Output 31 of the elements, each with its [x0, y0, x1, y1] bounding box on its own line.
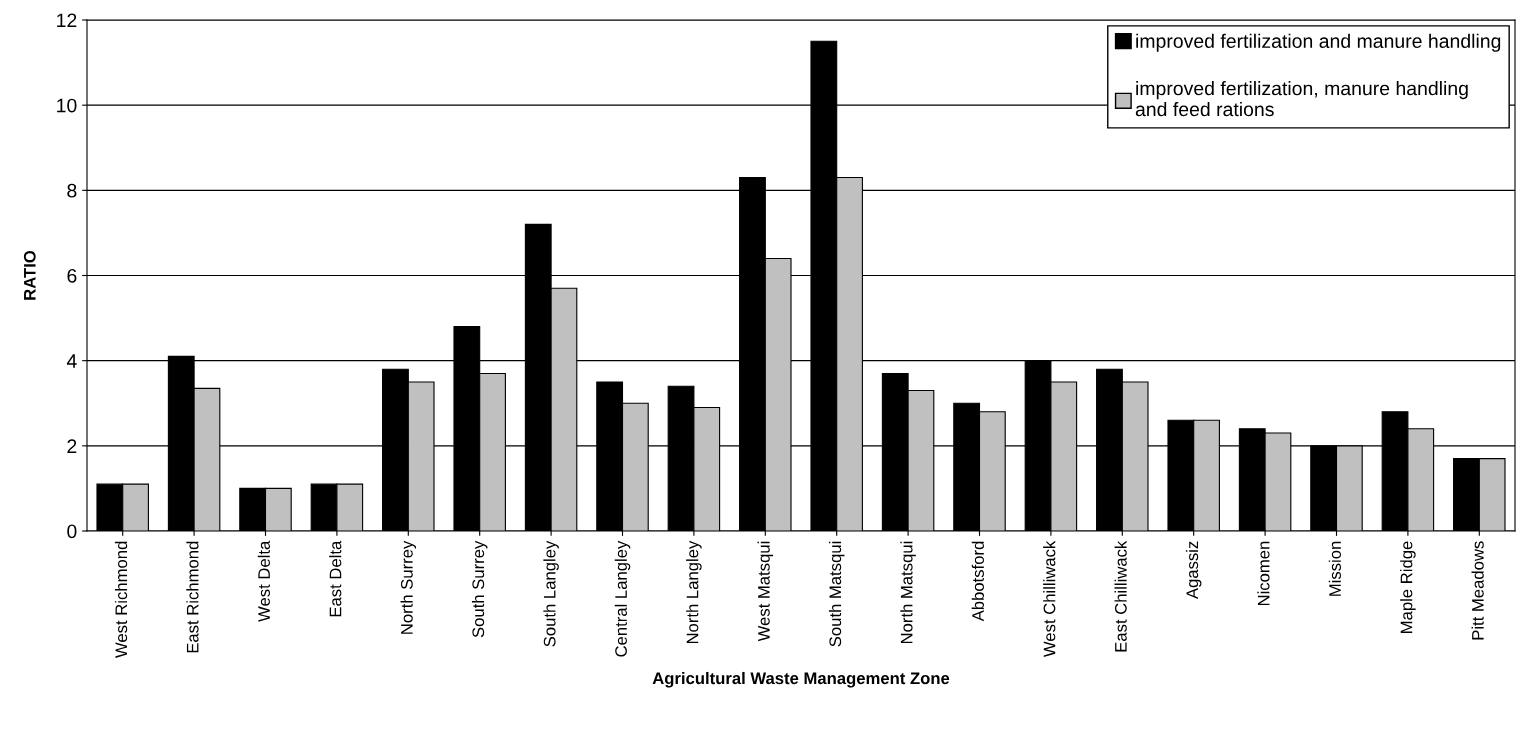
- y-tick-label: 0: [67, 524, 77, 539]
- legend-label: improved fertilization, manure handling and feed rations: [1135, 81, 1468, 117]
- x-tick-label: North Langley: [686, 540, 702, 644]
- x-tick-label: East Chilliwack: [1114, 540, 1127, 652]
- x-tick-label: Nicomen: [1257, 541, 1270, 606]
- x-tick-label: Mission: [1328, 541, 1341, 596]
- x-tick-label: South Matsqui: [828, 541, 845, 647]
- x-tick-label: Maple Ridge: [1400, 541, 1416, 633]
- y-axis-title: RATIO: [23, 250, 36, 300]
- x-tick-label: Pitt Meadows: [1471, 541, 1484, 640]
- x-tick-label: East Delta: [329, 540, 342, 617]
- x-tick-label: West Delta: [257, 540, 270, 622]
- x-tick-label: West Matsqui: [757, 541, 774, 642]
- y-tick-label: 10: [57, 98, 77, 113]
- legend-label: improved fertilization and manure handling: [1136, 33, 1501, 52]
- x-axis-title: Agricultural Waste Management Zone: [652, 671, 950, 688]
- x-tick-label: West Chilliwack: [1043, 540, 1056, 658]
- y-tick-label: 8: [67, 183, 77, 198]
- x-tick-label: Central Langley: [614, 540, 631, 657]
- x-tick-label: West Richmond: [114, 541, 128, 658]
- y-tick-label: 4: [66, 354, 77, 368]
- x-tick-label: North Matsqui: [900, 541, 916, 644]
- y-tick-label: 12: [57, 13, 77, 28]
- y-tick-label: 2: [67, 439, 77, 453]
- x-tick-label: South Surrey: [471, 540, 488, 638]
- x-tick-label: North Surrey: [400, 540, 417, 634]
- x-tick-label: Agassiz: [1185, 541, 1202, 600]
- x-tick-label: South Langley: [543, 540, 559, 647]
- y-tick-label: 6: [67, 268, 77, 283]
- x-tick-label: Abbotsford: [971, 541, 984, 622]
- x-tick-label: East Richmond: [186, 541, 199, 653]
